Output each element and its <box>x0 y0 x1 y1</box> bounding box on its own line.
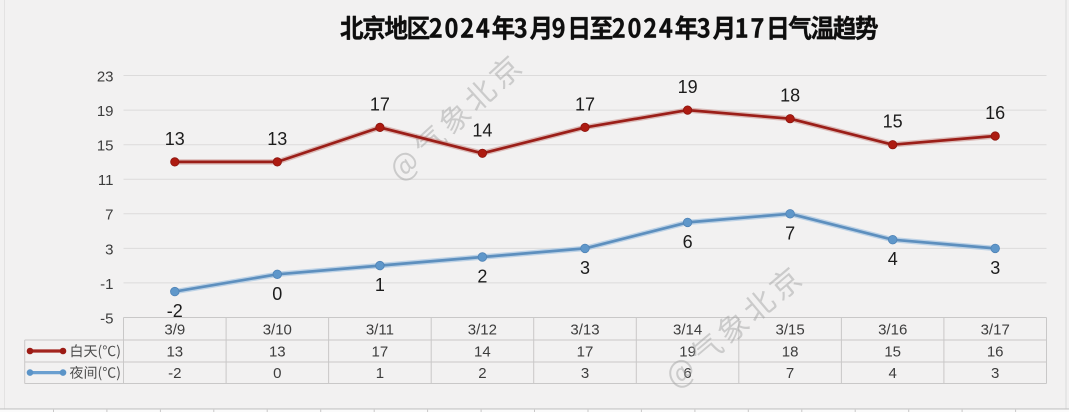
svg-text:3: 3 <box>105 241 113 258</box>
svg-text:3: 3 <box>581 365 589 382</box>
svg-text:0: 0 <box>272 284 282 304</box>
svg-text:19: 19 <box>678 77 698 97</box>
svg-text:19: 19 <box>679 343 696 360</box>
svg-text:3/9: 3/9 <box>164 321 185 338</box>
svg-text:6: 6 <box>683 232 693 252</box>
svg-text:16: 16 <box>987 343 1004 360</box>
svg-text:3/17: 3/17 <box>981 321 1010 338</box>
svg-text:3: 3 <box>990 258 1000 278</box>
svg-text:13: 13 <box>269 343 286 360</box>
svg-text:-2: -2 <box>168 365 181 382</box>
svg-text:3/10: 3/10 <box>263 321 292 338</box>
svg-text:1: 1 <box>376 365 384 382</box>
svg-text:14: 14 <box>474 343 491 360</box>
svg-text:15: 15 <box>883 112 903 132</box>
svg-text:3/14: 3/14 <box>673 321 702 338</box>
svg-text:6: 6 <box>683 365 691 382</box>
svg-text:19: 19 <box>97 103 114 120</box>
svg-text:4: 4 <box>888 249 898 269</box>
svg-text:16: 16 <box>985 103 1005 123</box>
svg-text:13: 13 <box>267 129 287 149</box>
svg-text:3: 3 <box>991 365 999 382</box>
svg-text:3/16: 3/16 <box>878 321 907 338</box>
svg-text:3/13: 3/13 <box>570 321 599 338</box>
svg-text:2: 2 <box>477 267 487 287</box>
svg-text:23: 23 <box>97 68 114 85</box>
svg-text:18: 18 <box>780 86 800 106</box>
svg-text:17: 17 <box>370 94 390 114</box>
svg-text:15: 15 <box>884 343 901 360</box>
svg-text:-5: -5 <box>100 310 113 327</box>
svg-text:11: 11 <box>98 172 114 189</box>
svg-text:17: 17 <box>372 343 389 360</box>
svg-text:17: 17 <box>577 343 594 360</box>
svg-text:1: 1 <box>375 275 385 295</box>
svg-text:3/11: 3/11 <box>366 321 394 338</box>
svg-text:15: 15 <box>97 138 114 155</box>
svg-text:18: 18 <box>782 343 799 360</box>
svg-text:13: 13 <box>165 129 185 149</box>
svg-text:3/15: 3/15 <box>775 321 804 338</box>
svg-text:3/12: 3/12 <box>468 321 497 338</box>
svg-text:7: 7 <box>785 223 795 243</box>
svg-text:4: 4 <box>889 365 897 382</box>
svg-text:13: 13 <box>166 343 183 360</box>
svg-text:14: 14 <box>472 120 492 140</box>
svg-text:-1: -1 <box>100 276 113 293</box>
svg-text:0: 0 <box>273 365 281 382</box>
svg-text:7: 7 <box>786 365 794 382</box>
svg-text:3: 3 <box>580 258 590 278</box>
svg-text:17: 17 <box>575 94 595 114</box>
svg-text:-2: -2 <box>167 301 183 321</box>
svg-text:2: 2 <box>478 365 486 382</box>
svg-text:7: 7 <box>105 207 113 224</box>
